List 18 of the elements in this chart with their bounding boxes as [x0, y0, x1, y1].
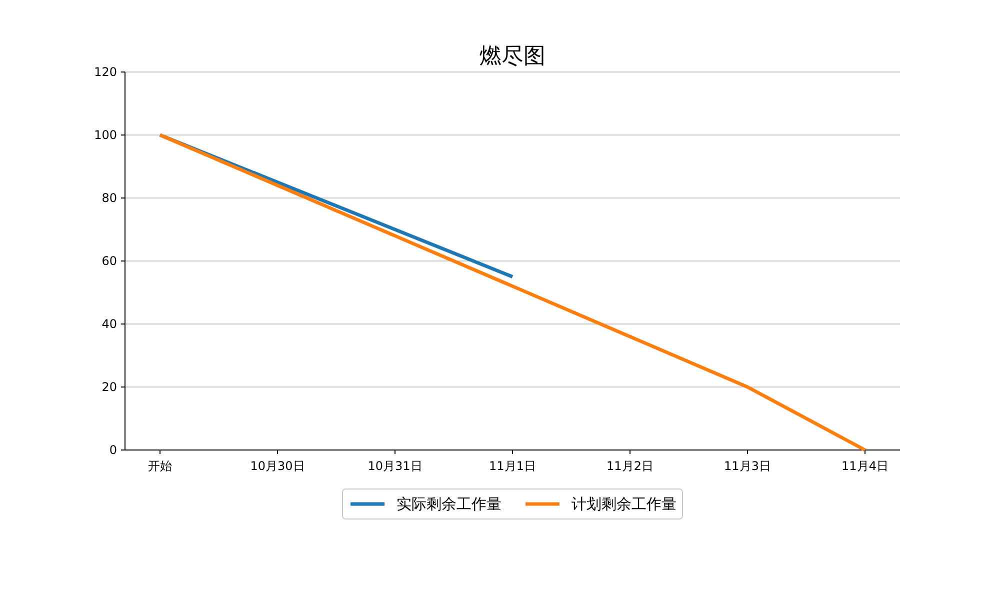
x-tick-label: 11月4日 — [842, 459, 888, 473]
legend-label: 实际剩余工作量 — [396, 495, 502, 513]
y-tick-label: 80 — [102, 191, 117, 205]
x-tick-label: 11月2日 — [606, 459, 654, 473]
chart-title: 燃尽图 — [480, 44, 546, 69]
y-tick-label: 40 — [102, 317, 117, 331]
x-tick-label: 10月30日 — [250, 459, 305, 473]
y-tick-label: 60 — [102, 254, 117, 268]
x-tick-label: 10月31日 — [368, 459, 422, 473]
x-tick-label: 11月1日 — [489, 459, 536, 473]
x-tick-label: 11月3日 — [724, 459, 771, 473]
legend-label: 计划剩余工作量 — [572, 495, 676, 513]
y-tick-label: 0 — [109, 443, 117, 457]
y-tick-label: 120 — [94, 65, 117, 79]
x-tick-label: 开始 — [148, 459, 172, 473]
y-tick-label: 100 — [94, 128, 117, 142]
y-tick-label: 20 — [102, 380, 117, 394]
line-series — [158, 133, 867, 452]
